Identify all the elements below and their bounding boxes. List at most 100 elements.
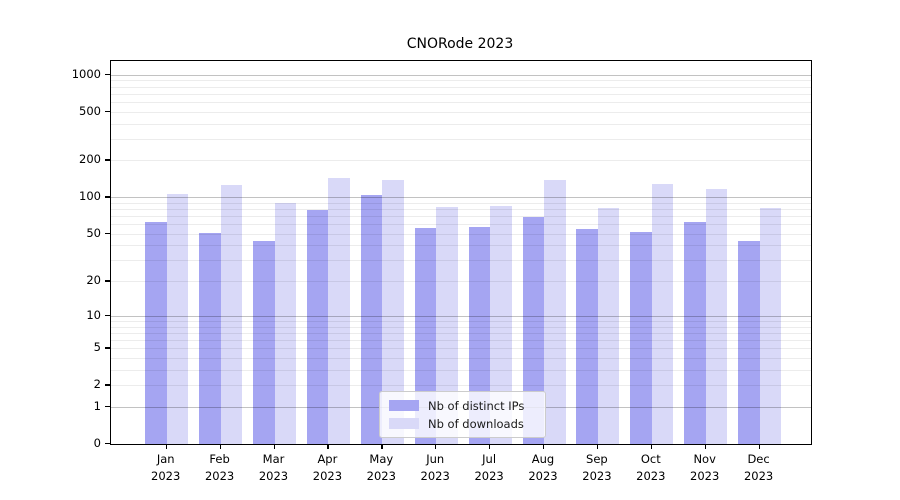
y-axis-tick [105, 110, 110, 112]
y-axis-tick [105, 73, 110, 75]
x-tick-label: Nov 2023 [673, 451, 737, 485]
bar-downloads-aug [544, 180, 566, 444]
bar-downloads-nov [705, 188, 728, 444]
bar-distinct_ips-sep [576, 228, 598, 444]
bar-distinct_ips-oct [630, 231, 652, 444]
bar-downloads-oct [651, 183, 674, 444]
x-tick-label: Jan 2023 [134, 451, 198, 485]
y-tick-label: 10 [86, 307, 101, 322]
y-tick-label: 0 [93, 436, 101, 450]
y-axis-tick [105, 280, 110, 282]
y-axis-tick [105, 384, 110, 386]
x-axis-tick [273, 444, 275, 450]
y-tick-label: 2 [93, 377, 101, 392]
bar-distinct_ips-mar [253, 240, 275, 444]
bar-distinct_ips-dec [738, 240, 760, 444]
x-tick-label: Oct 2023 [619, 451, 683, 485]
bar-distinct_ips-feb [199, 232, 221, 444]
bar-distinct_ips-jan [145, 221, 167, 444]
y-tick-label: 1 [93, 398, 101, 413]
legend-label: Nb of distinct IPs [428, 398, 525, 413]
y-tick-label: 1000 [71, 66, 101, 81]
x-tick-month: Feb [209, 452, 230, 466]
x-tick-year: 2023 [743, 469, 774, 483]
x-tick-label: Sep 2023 [565, 451, 629, 485]
x-tick-month: May [369, 452, 394, 466]
legend-row: Nb of distinct IPs [389, 399, 536, 413]
x-tick-year: 2023 [151, 469, 181, 483]
x-axis-tick [758, 444, 760, 450]
bar-downloads-mar [274, 203, 296, 444]
x-tick-year: 2023 [582, 469, 612, 483]
x-axis-tick [489, 444, 491, 450]
y-axis-tick [105, 314, 110, 317]
bar-downloads-apr [328, 177, 350, 444]
y-axis-tick [105, 159, 110, 161]
legend-row: Nb of downloads [389, 417, 536, 431]
x-axis-tick [435, 444, 437, 450]
x-tick-year: 2023 [258, 469, 289, 483]
bar-distinct_ips-jul [468, 226, 491, 444]
x-tick-month: Nov [693, 452, 716, 466]
x-tick-year: 2023 [636, 469, 666, 483]
x-tick-label: May 2023 [349, 451, 413, 485]
bar-distinct_ips-aug [522, 216, 544, 444]
x-tick-month: Sep [586, 452, 608, 466]
y-tick-label: 100 [79, 189, 101, 204]
x-tick-month: Jul [482, 452, 497, 466]
y-tick-label: 20 [86, 273, 101, 288]
chart-title: CNORode 2023 [406, 36, 514, 52]
x-axis-tick [381, 444, 383, 450]
y-axis-tick [105, 405, 110, 408]
x-tick-month: Oct [640, 452, 661, 466]
legend: Nb of distinct IPs Nb of downloads [379, 391, 546, 438]
y-axis-tick [105, 443, 110, 445]
legend-label: Nb of downloads [428, 416, 524, 431]
bar-downloads-may [382, 180, 404, 444]
x-tick-month: Apr [317, 452, 338, 466]
x-tick-month: Dec [747, 452, 770, 466]
y-tick-label: 200 [79, 152, 101, 167]
bar-downloads-jan [166, 193, 189, 444]
x-tick-year: 2023 [474, 469, 504, 483]
x-tick-year: 2023 [690, 469, 720, 483]
x-tick-label: Apr 2023 [295, 451, 359, 485]
x-tick-year: 2023 [528, 469, 558, 483]
x-axis-tick [704, 444, 706, 450]
x-tick-month: Aug [531, 452, 555, 466]
bars-layer [111, 61, 811, 444]
x-tick-year: 2023 [366, 469, 396, 483]
bar-downloads-jul [490, 205, 512, 444]
bar-distinct_ips-nov [684, 221, 706, 444]
x-axis-tick [219, 444, 221, 450]
x-tick-label: Dec 2023 [727, 451, 791, 485]
y-axis-tick [105, 196, 110, 198]
x-tick-year: 2023 [420, 469, 450, 483]
bar-downloads-jun [436, 206, 458, 444]
bar-distinct_ips-apr [306, 209, 329, 444]
y-tick-label: 50 [86, 225, 101, 240]
x-tick-label: Aug 2023 [511, 451, 575, 485]
x-tick-year: 2023 [204, 469, 235, 483]
x-axis-tick [596, 444, 599, 450]
bar-downloads-dec [759, 207, 782, 444]
y-tick-label: 5 [93, 340, 101, 355]
bar-distinct_ips-may [360, 195, 383, 444]
x-axis-tick [543, 444, 545, 450]
x-tick-month: Mar [262, 452, 285, 466]
x-tick-label: Feb 2023 [188, 451, 252, 485]
bar-distinct_ips-jun [414, 227, 437, 444]
x-tick-month: Jan [156, 452, 175, 466]
x-tick-month: Jun [426, 452, 445, 466]
y-axis-tick [105, 232, 110, 235]
y-axis-tick [105, 347, 110, 349]
x-tick-label: Jun 2023 [403, 451, 467, 485]
x-tick-year: 2023 [312, 469, 343, 483]
bar-downloads-feb [220, 185, 243, 444]
x-tick-label: Mar 2023 [242, 451, 306, 485]
legend-swatch-downloads [389, 418, 419, 429]
plot-area [110, 60, 812, 445]
x-axis-tick [165, 444, 167, 450]
x-tick-label: Jul 2023 [457, 451, 521, 485]
legend-swatch-distinct_ips [389, 400, 419, 411]
